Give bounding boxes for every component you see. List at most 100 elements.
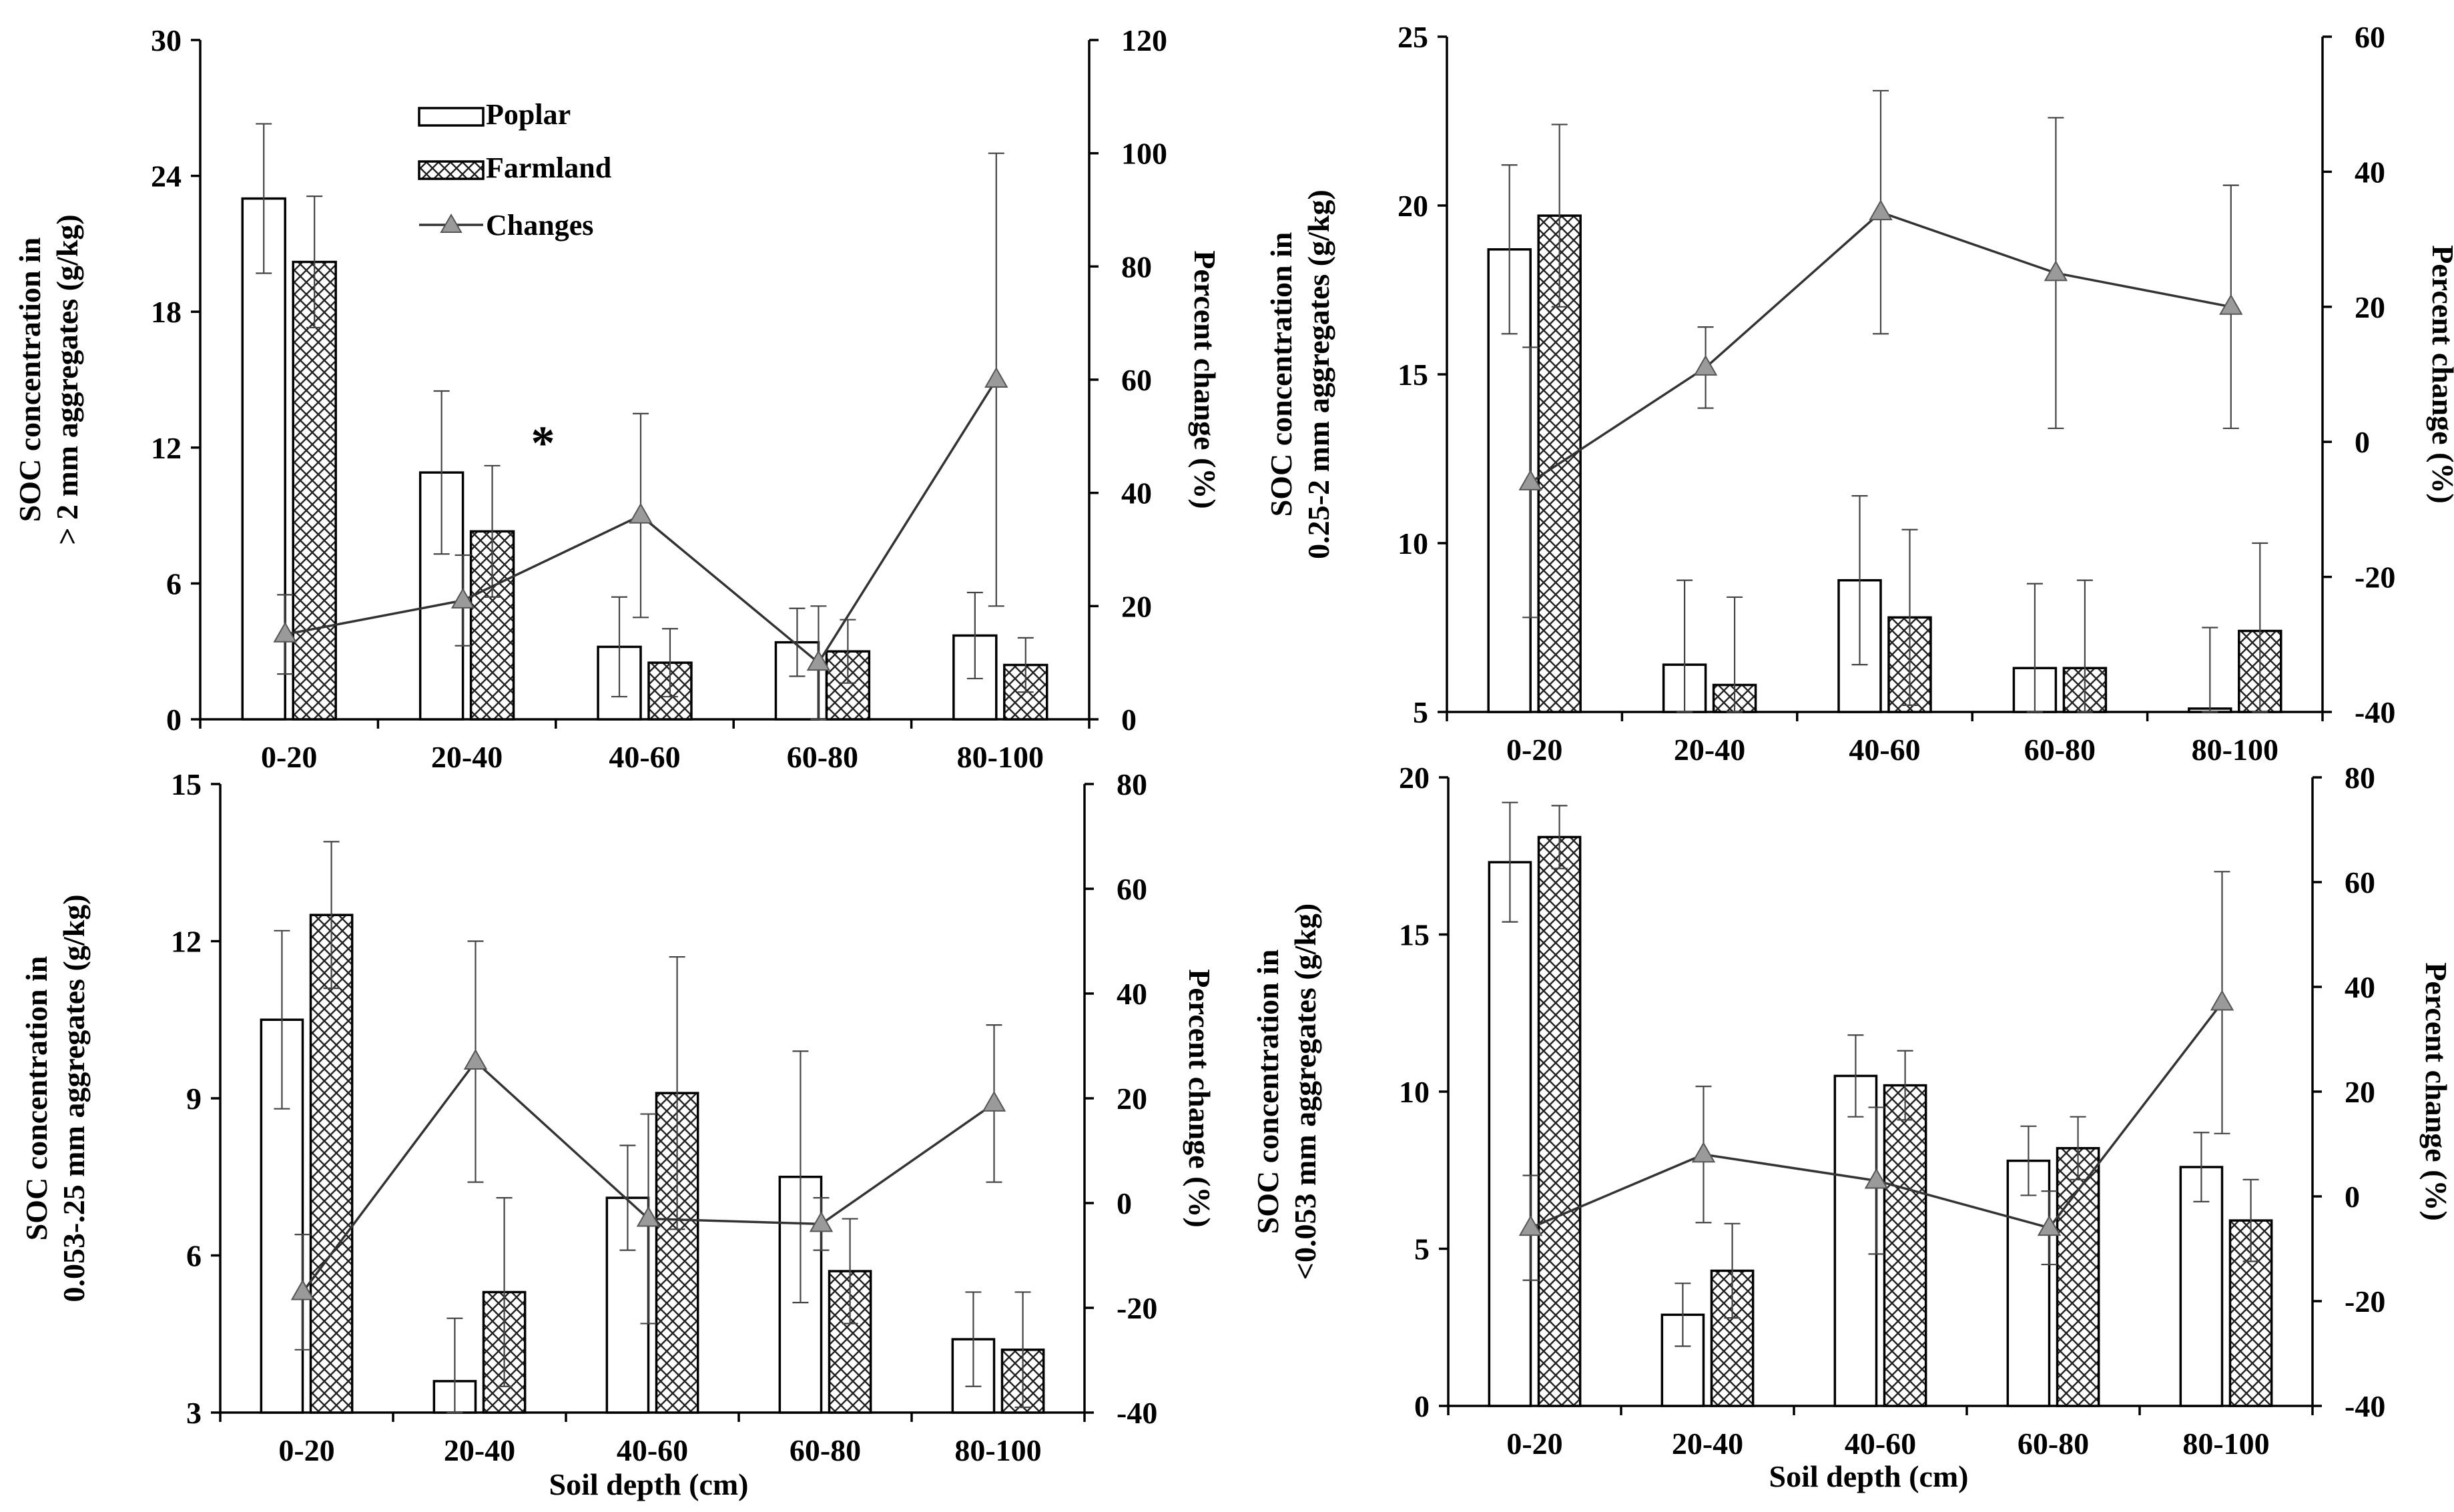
- changes-marker: [984, 366, 1008, 388]
- x-tick-label: 60-80: [790, 1433, 861, 1467]
- y-tick-label: 5: [1413, 695, 1428, 729]
- x-tick-label: 0-20: [1506, 733, 1562, 767]
- changes-marker: [809, 1211, 834, 1232]
- changes-marker: [290, 1279, 315, 1300]
- changes-marker: [1693, 354, 1718, 376]
- y-tick-label: 0: [166, 703, 182, 737]
- y-axis-title-line: SOC concentration in: [19, 956, 53, 1241]
- y-tick-label: 3: [186, 1396, 202, 1430]
- legend-changes-label: Changes: [486, 209, 593, 242]
- y-tick-label: 6: [186, 1239, 202, 1273]
- y2-axis-title: Percent change (%): [1183, 969, 1217, 1227]
- x-tick-label: 20-40: [431, 740, 503, 774]
- changes-marker: [2219, 294, 2243, 315]
- x-tick-label: 80-100: [957, 740, 1044, 774]
- y-tick-label: 18: [151, 295, 182, 329]
- y2-tick-label: -40: [2355, 695, 2395, 729]
- bar-farmland: [309, 913, 354, 1414]
- changes-marker: [1518, 1215, 1543, 1236]
- x-tick-label: 40-60: [1845, 1427, 1916, 1461]
- changes-marker: [463, 1049, 488, 1070]
- y-tick-label: 25: [1398, 20, 1428, 54]
- y-axis-title-line: SOC concentration in: [13, 238, 47, 522]
- x-tick-label: 20-40: [444, 1433, 515, 1467]
- y2-axis-title: Percent change (%): [1188, 250, 1222, 508]
- y2-tick-label: 60: [1121, 363, 1152, 397]
- y2-tick-label: 60: [1117, 872, 1147, 906]
- y2-tick-label: 40: [1121, 476, 1152, 510]
- x-tick-label: 20-40: [1672, 1427, 1743, 1461]
- changes-marker: [1518, 469, 1542, 490]
- chart-panel-bottom-left: 3 6 9 12 15 -40 -20 0 20 40 60 80 0-20 20-40 40-60 60-8…: [19, 767, 1217, 1467]
- y2-tick-label: 100: [1121, 137, 1167, 171]
- legend-changes-marker: [440, 213, 463, 233]
- x-axis-title-bottom-right: Soil depth (cm): [1769, 1459, 1969, 1493]
- y-tick-label: 6: [166, 566, 182, 601]
- changes-marker: [1864, 1168, 1889, 1189]
- y-tick-label: 10: [1398, 526, 1428, 560]
- y2-tick-label: 20: [2345, 1075, 2375, 1109]
- y-tick-label: 5: [1414, 1232, 1430, 1266]
- y2-tick-label: -20: [2345, 1284, 2385, 1318]
- x-tick-label: 60-80: [2018, 1427, 2089, 1461]
- y2-axis-title: Percent change (%): [2426, 245, 2454, 503]
- y2-tick-label: 60: [2355, 20, 2385, 54]
- y2-tick-label: 40: [2345, 970, 2375, 1004]
- y2-tick-label: 80: [1121, 250, 1152, 284]
- legend-poplar-label: Poplar: [486, 98, 571, 131]
- y-tick-label: 12: [171, 925, 202, 959]
- y2-tick-label: 80: [2345, 761, 2375, 795]
- legend-farmland-label: Farmland: [486, 151, 611, 184]
- x-axis-title-bottom-left: Soil depth (cm): [549, 1467, 749, 1501]
- y-axis-title-line: 0.25-2 mm aggregates (g/kg): [1301, 190, 1335, 559]
- bar-poplar: [241, 197, 286, 721]
- bar-poplar: [1488, 861, 1532, 1407]
- bar-farmland: [292, 260, 337, 721]
- significance-asterisk: *: [531, 416, 555, 470]
- y2-tick-label: -40: [2345, 1389, 2385, 1423]
- y-tick-label: 15: [171, 767, 202, 801]
- y-tick-label: 24: [151, 159, 182, 194]
- x-tick-label: 60-80: [2024, 733, 2096, 767]
- changes-marker: [982, 1090, 1006, 1112]
- changes-marker: [273, 621, 297, 643]
- y-tick-label: 15: [1398, 358, 1428, 392]
- legend-poplar-swatch: [418, 107, 485, 127]
- x-tick-label: 20-40: [1674, 733, 1745, 767]
- y2-tick-label: 0: [2355, 425, 2370, 459]
- bar-poplar: [2179, 1166, 2224, 1407]
- changes-marker: [2210, 990, 2234, 1011]
- y-tick-label: 0: [1414, 1389, 1430, 1423]
- bar-poplar: [1833, 1074, 1878, 1407]
- y2-tick-label: -20: [1117, 1291, 1157, 1325]
- y-axis-title-line: <0.053 mm aggregates (g/kg): [1288, 903, 1322, 1280]
- x-tick-label: 60-80: [787, 740, 858, 774]
- y2-axis-title: Percent change (%): [2419, 962, 2453, 1220]
- y-axis-title-line: > 2 mm aggregates (g/kg): [50, 214, 84, 545]
- bar-farmland: [1537, 835, 1582, 1407]
- y-tick-label: 10: [1399, 1075, 1430, 1109]
- y2-tick-label: 0: [1121, 703, 1137, 737]
- y2-tick-label: 60: [2345, 865, 2375, 899]
- y-axis-title-line: SOC concentration in: [1264, 232, 1298, 517]
- y-tick-label: 30: [151, 23, 182, 57]
- y2-tick-label: 120: [1121, 23, 1167, 57]
- changes-marker: [806, 650, 831, 671]
- y2-tick-label: 80: [1117, 767, 1147, 801]
- y-tick-label: 20: [1398, 189, 1428, 223]
- changes-marker: [629, 502, 653, 524]
- chart-panel-top-left: 0 6 12 18 24 30 0 20 40 60 80 100 120 0-20 20-40 40-60 6…: [13, 23, 1222, 774]
- x-tick-label: 0-20: [278, 1433, 334, 1467]
- y-axis-title-line: SOC concentration in: [1251, 950, 1285, 1234]
- changes-marker: [1691, 1142, 1716, 1163]
- y2-tick-label: 0: [2345, 1180, 2360, 1214]
- y-tick-label: 9: [186, 1082, 202, 1116]
- changes-marker: [2037, 1215, 2062, 1236]
- x-tick-label: 0-20: [261, 740, 317, 774]
- legend: Poplar Farmland Changes: [418, 98, 611, 242]
- changes-marker: [2044, 260, 2068, 282]
- y2-tick-label: -40: [1117, 1396, 1157, 1430]
- y2-tick-label: 20: [1117, 1082, 1147, 1116]
